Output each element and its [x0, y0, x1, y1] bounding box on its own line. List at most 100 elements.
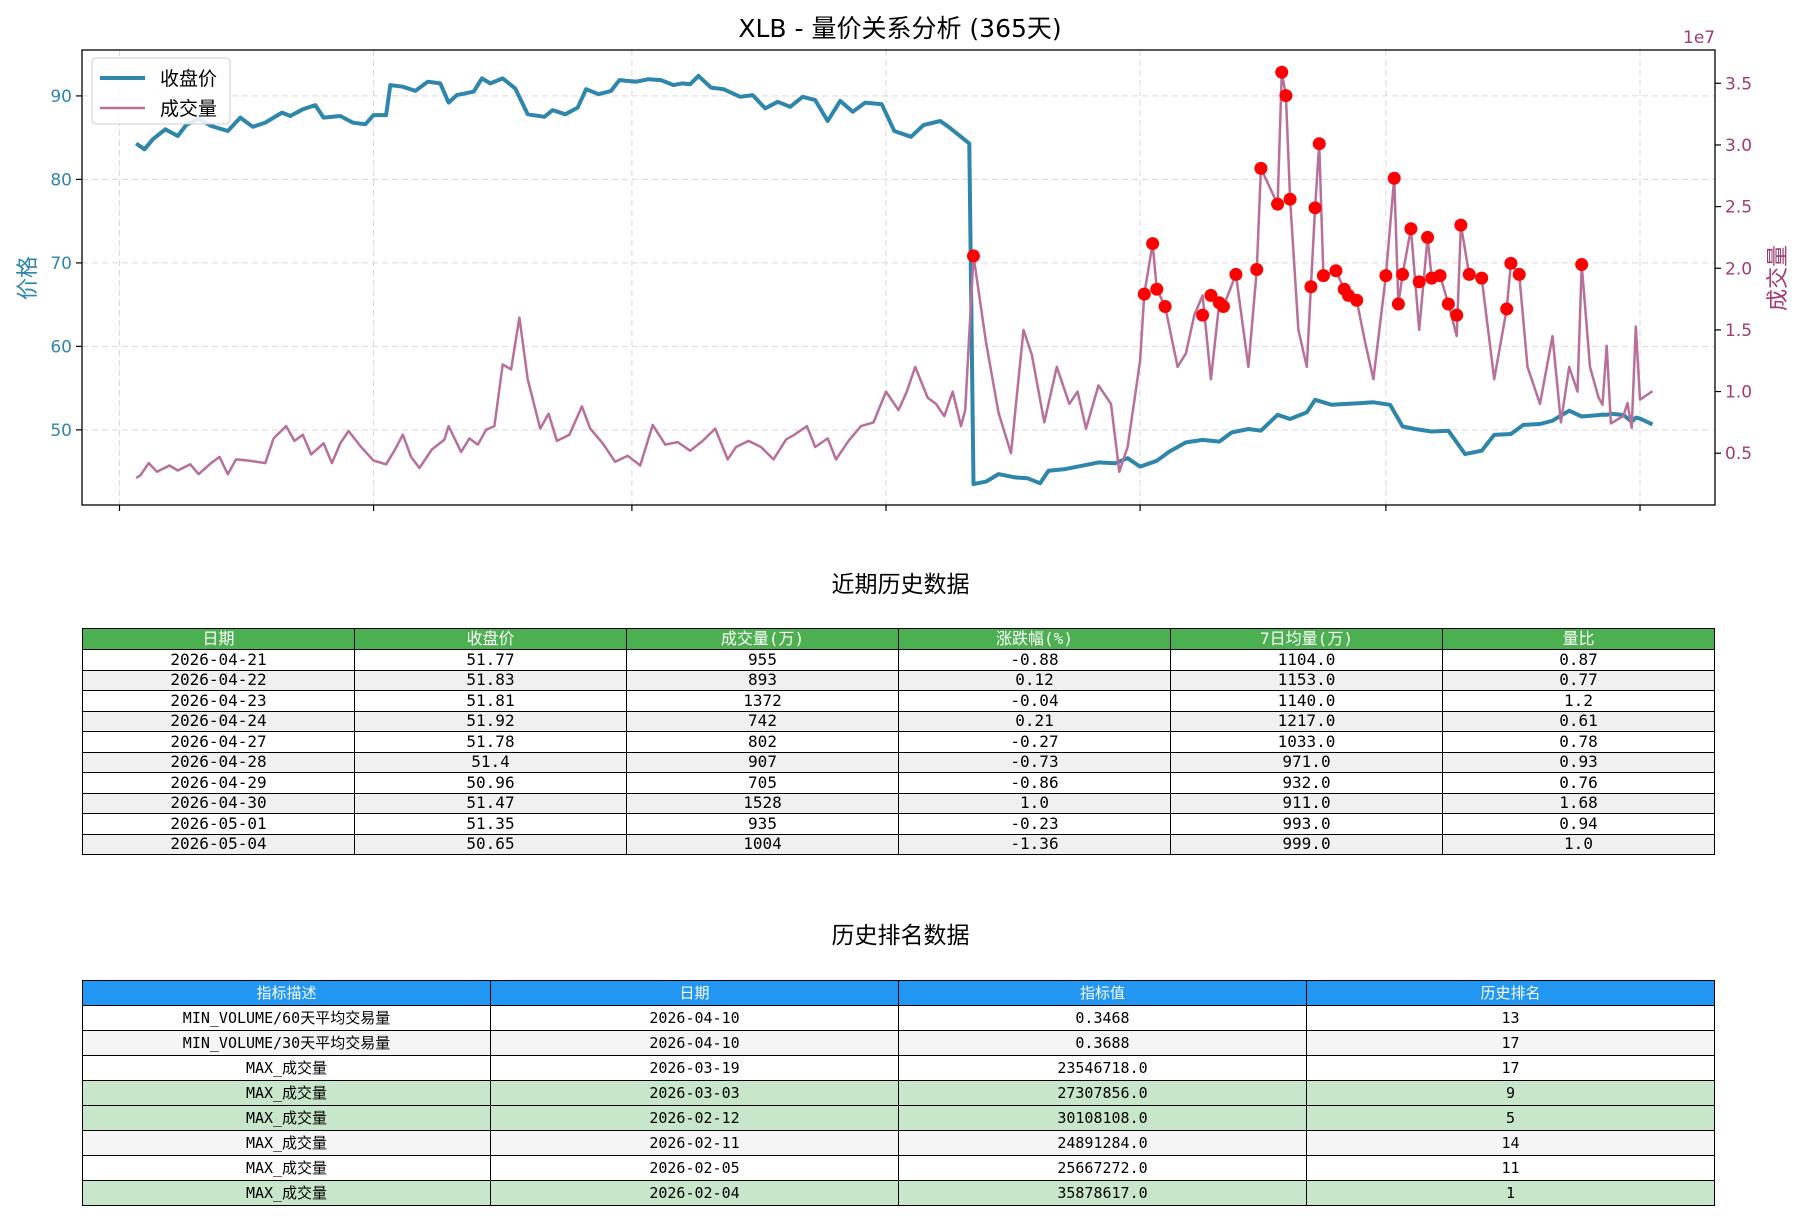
table-row: MIN_VOLUME/30天平均交易量 2026-04-10 0.3688 17	[82, 1030, 1715, 1056]
table-cell: MAX_成交量	[82, 1105, 491, 1131]
x-tick-label: 2025-11	[850, 518, 921, 520]
table-cell: 0.94	[1442, 813, 1715, 835]
y-right-tick-label: 1.0	[1725, 383, 1752, 403]
table-row: MAX_成交量 2026-02-04 35878617.0 1	[82, 1180, 1715, 1206]
volume-spike-marker	[1308, 201, 1322, 215]
table-cell: 971.0	[1170, 751, 1443, 773]
table-row: 2026-05-04 50.65 1004 -1.36 999.0 1.0	[82, 833, 1715, 855]
table-cell: 23546718.0	[898, 1055, 1307, 1081]
volume-spike-marker	[1304, 280, 1318, 294]
volume-spike-marker	[1283, 192, 1297, 206]
rank-col-header: 指标描述	[82, 980, 491, 1006]
table-cell: 2026-04-29	[82, 772, 355, 794]
volume-spike-marker	[1504, 256, 1518, 270]
table-cell: 1372	[626, 690, 899, 712]
x-tick-label: 2026-01	[1105, 518, 1176, 520]
table-row: MIN_VOLUME/60天平均交易量 2026-04-10 0.3468 13	[82, 1005, 1715, 1031]
table-row: 2026-04-24 51.92 742 0.21 1217.0 0.61	[82, 710, 1715, 732]
price-volume-chart: XLB - 量价关系分析 (365天) 2025-052025-072025-0…	[16, 14, 1791, 520]
volume-spike-marker	[1316, 269, 1330, 283]
table-cell: -0.04	[898, 690, 1171, 712]
table-cell: 51.35	[354, 813, 627, 835]
table-cell: 2026-02-11	[490, 1130, 899, 1156]
table-cell: 907	[626, 751, 899, 773]
volume-spike-marker	[1387, 171, 1401, 185]
volume-markers	[966, 65, 1589, 322]
price-series	[135, 73, 1654, 487]
y-right-tick-label: 2.0	[1725, 259, 1752, 279]
table-cell: 993.0	[1170, 813, 1443, 835]
table-row: 2026-04-23 51.81 1372 -0.04 1140.0 1.2	[82, 690, 1715, 712]
table-cell: 2026-05-01	[82, 813, 355, 835]
grid	[82, 50, 1715, 505]
table-cell: 2026-04-10	[490, 1005, 899, 1031]
volume-spike-marker	[1404, 222, 1418, 236]
table-cell: 0.12	[898, 669, 1171, 691]
table-cell: 27307856.0	[898, 1080, 1307, 1106]
table-cell: 705	[626, 772, 899, 794]
table-cell: MAX_成交量	[82, 1055, 491, 1081]
volume-spike-marker	[966, 249, 980, 263]
table-cell: 1	[1306, 1180, 1715, 1206]
table-cell: 802	[626, 731, 899, 753]
recent-col-header: 成交量(万)	[626, 628, 899, 650]
volume-spike-marker	[1350, 293, 1364, 307]
table-cell: 1217.0	[1170, 710, 1443, 732]
table-cell: 25667272.0	[898, 1155, 1307, 1181]
table-cell: 2026-02-05	[490, 1155, 899, 1181]
recent-data-table: 日期 收盘价 成交量(万) 涨跌幅(%) 7日均量(万) 量比 2026-04-21 51.…	[82, 628, 1715, 855]
x-tick-label: 2025-05	[84, 518, 155, 520]
recent-table-header: 日期 收盘价 成交量(万) 涨跌幅(%) 7日均量(万) 量比	[82, 628, 1715, 650]
volume-spike-marker	[1137, 287, 1151, 301]
y-right-tick-label: 1.5	[1725, 321, 1752, 341]
table-cell: 2026-04-28	[82, 751, 355, 773]
chart-title: XLB - 量价关系分析 (365天)	[738, 14, 1061, 43]
rank-col-header: 指标值	[898, 980, 1307, 1006]
table-cell: 17	[1306, 1030, 1715, 1056]
legend-volume-label: 成交量	[160, 98, 217, 120]
table-cell: -1.36	[898, 833, 1171, 855]
volume-spike-marker	[1146, 237, 1160, 251]
table-cell: 17	[1306, 1055, 1715, 1081]
y-left-tick-label: 70	[50, 254, 72, 274]
table-cell: 0.76	[1442, 772, 1715, 794]
y-left-tick-label: 50	[50, 421, 72, 441]
rank-col-header: 历史排名	[1306, 980, 1715, 1006]
table-cell: 955	[626, 649, 899, 671]
table-cell: 51.47	[354, 792, 627, 814]
table-cell: 742	[626, 710, 899, 732]
volume-spike-marker	[1500, 302, 1514, 316]
volume-spike-marker	[1512, 267, 1526, 281]
table-cell: 932.0	[1170, 772, 1443, 794]
recent-col-header: 7日均量(万)	[1170, 628, 1443, 650]
table-cell: 1.0	[1442, 833, 1715, 855]
table-cell: 5	[1306, 1105, 1715, 1131]
recent-col-header: 收盘价	[354, 628, 627, 650]
table-cell: 2026-04-24	[82, 710, 355, 732]
volume-spike-marker	[1196, 308, 1210, 322]
recent-col-header: 涨跌幅(%)	[898, 628, 1171, 650]
table-cell: -0.73	[898, 751, 1171, 773]
volume-spike-marker	[1204, 288, 1218, 302]
x-tick-label: 2026-05	[1604, 518, 1675, 520]
table-row: MAX_成交量 2026-02-11 24891284.0 14	[82, 1130, 1715, 1156]
volume-spike-marker	[1433, 269, 1447, 283]
table-cell: 30108108.0	[898, 1105, 1307, 1131]
table-cell: 51.92	[354, 710, 627, 732]
y-axis-right: 0.5 1.0 1.5 2.0 2.5 3.0 3.5	[1715, 74, 1752, 464]
y-right-tick-label: 3.0	[1725, 136, 1752, 156]
table-row: MAX_成交量 2026-02-05 25667272.0 11	[82, 1155, 1715, 1181]
table-cell: 0.21	[898, 710, 1171, 732]
table-cell: 1140.0	[1170, 690, 1443, 712]
table-cell: 0.77	[1442, 669, 1715, 691]
table-cell: 2026-02-04	[490, 1180, 899, 1206]
table-cell: 1004	[626, 833, 899, 855]
volume-spike-marker	[1391, 297, 1405, 311]
table-cell: MAX_成交量	[82, 1130, 491, 1156]
y-left-tick-label: 90	[50, 87, 72, 107]
volume-spike-marker	[1229, 267, 1243, 281]
table-cell: MIN_VOLUME/30天平均交易量	[82, 1030, 491, 1056]
table-cell: 13	[1306, 1005, 1715, 1031]
table-cell: 1153.0	[1170, 669, 1443, 691]
price-line	[135, 73, 1654, 487]
